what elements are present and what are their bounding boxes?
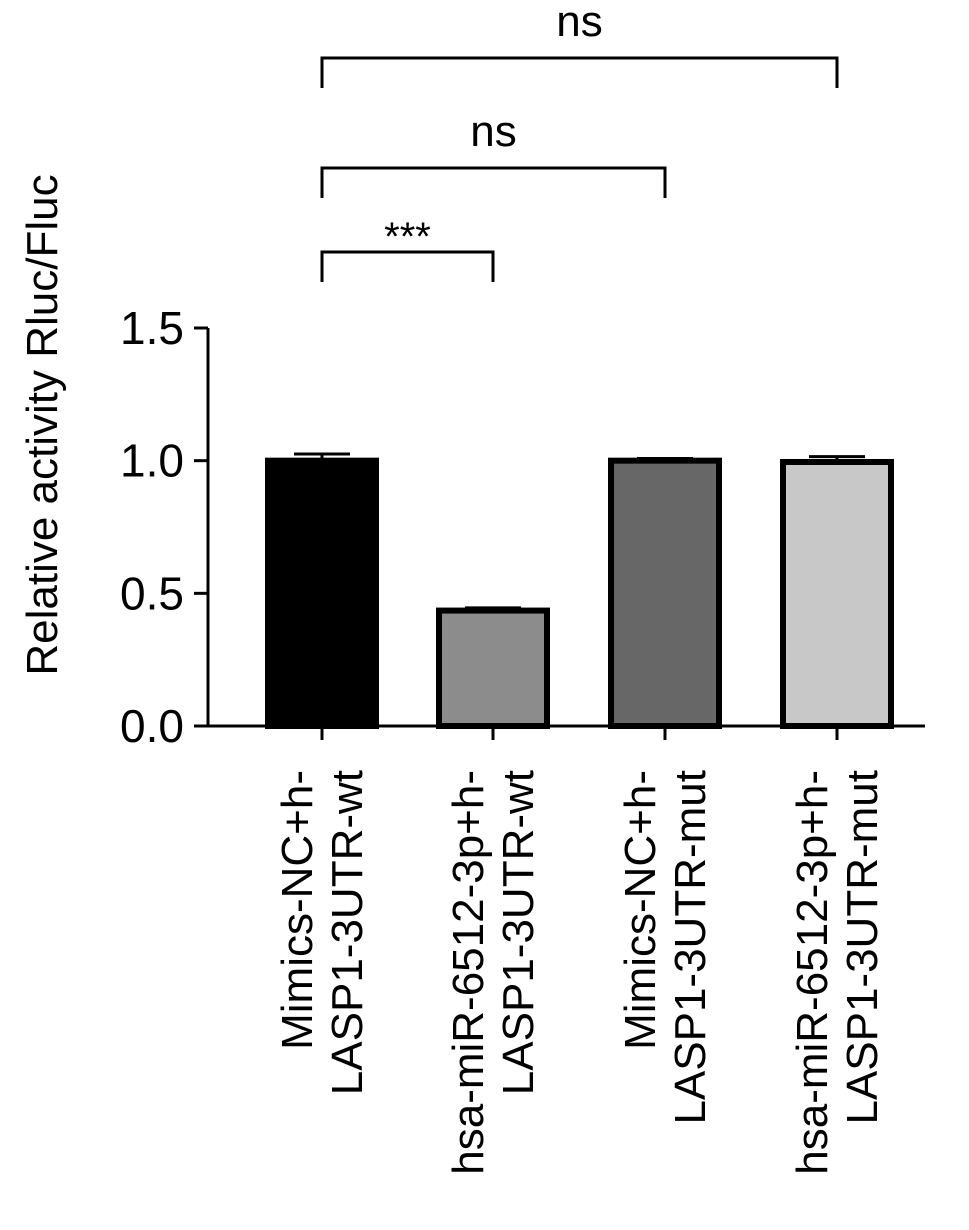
y-axis: 0.0 0.5 1.0 1.5 xyxy=(120,302,210,752)
bar xyxy=(436,607,550,730)
x-tick-label-line: Mimics-NC+h- xyxy=(616,770,665,1050)
bar xyxy=(608,457,722,729)
x-tick-label: hsa-miR-6512-3p+h- LASP1-3UTR-wt xyxy=(444,770,543,1175)
x-tick-label: Mimics-NC+h- LASP1-3UTR-mut xyxy=(616,770,715,1125)
significance-label: *** xyxy=(384,215,431,259)
significance-bracket xyxy=(320,166,667,198)
significance-bracket xyxy=(320,56,839,88)
y-tick-label: 0.5 xyxy=(120,567,184,619)
significance-label: ns xyxy=(470,107,516,156)
x-tick-label-line: hsa-miR-6512-3p+h- xyxy=(788,770,837,1175)
y-tick-label: 0.0 xyxy=(120,700,184,752)
x-tick-label: hsa-miR-6512-3p+h- LASP1-3UTR-mut xyxy=(788,770,887,1175)
x-tick-label-line: LASP1-3UTR-mut xyxy=(838,770,887,1125)
x-tick-label-line: Mimics-NC+h- xyxy=(273,770,322,1050)
x-tick-label-line: LASP1-3UTR-mut xyxy=(666,770,715,1125)
significance-label: ns xyxy=(556,0,602,46)
y-tick-label: 1.5 xyxy=(120,302,184,354)
y-axis-label: Relative activity Rluc/Fluc xyxy=(18,174,67,675)
bars xyxy=(265,452,894,730)
bar xyxy=(780,458,894,729)
significance-bracket xyxy=(320,250,495,282)
x-tick-label-line: LASP1-3UTR-wt xyxy=(494,770,543,1095)
x-tick-label: Mimics-NC+h- LASP1-3UTR-wt xyxy=(273,770,372,1095)
bar xyxy=(265,457,379,729)
x-tick-label-line: LASP1-3UTR-wt xyxy=(323,770,372,1095)
x-tick-label-line: hsa-miR-6512-3p+h- xyxy=(444,770,493,1175)
y-tick-label: 1.0 xyxy=(120,435,184,487)
x-axis: Mimics-NC+h- LASP1-3UTR-wt hsa-miR-6512-3p… xyxy=(208,724,925,1175)
significance-brackets: *** ns ns xyxy=(320,0,839,282)
